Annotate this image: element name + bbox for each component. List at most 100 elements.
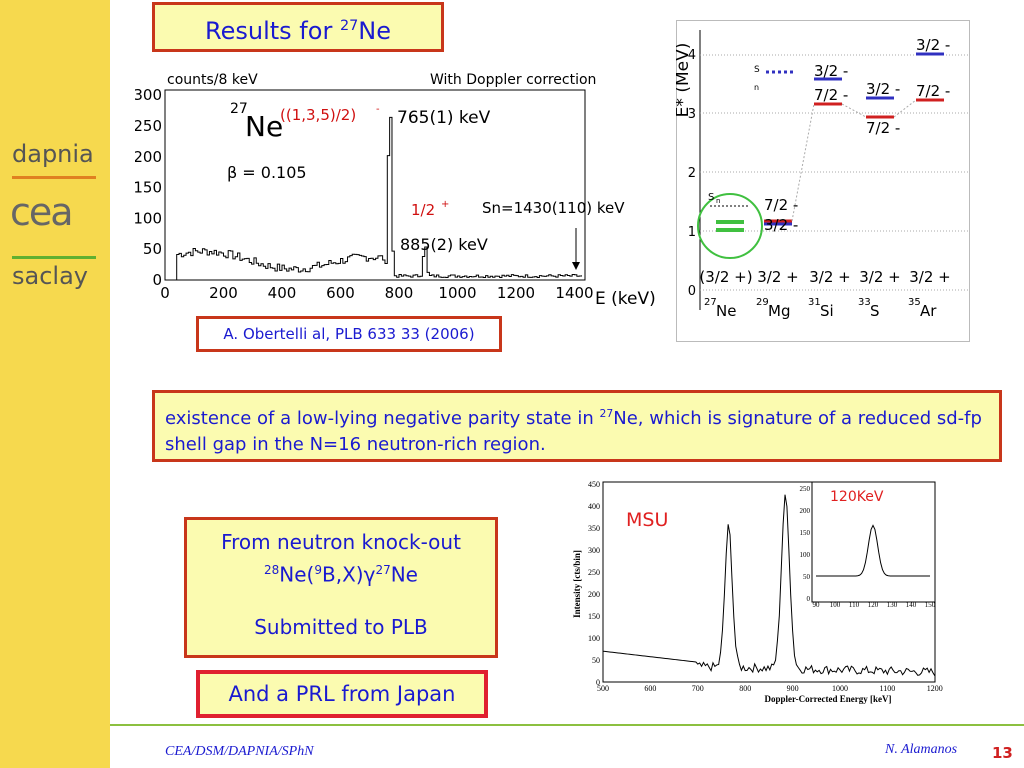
mass: 27 [339, 18, 359, 34]
energy: 765(1) keV [397, 108, 491, 128]
page-number: 13 [992, 744, 1013, 762]
rule [12, 256, 96, 259]
spectrum: counts/8 keV With Doppler correction 27 … [135, 72, 655, 309]
statement: existence of a low-lying negative parity… [152, 390, 1002, 462]
y-tick-label: 250 [588, 568, 600, 577]
sn-sub: n [716, 197, 720, 205]
x-tick-label: 600 [326, 284, 355, 302]
footer-left: CEA/DSM/DAPNIA/SPhN [165, 744, 314, 759]
equals [716, 220, 744, 232]
y-label: E* (MeV) [676, 43, 693, 118]
x-tick-label: 800 [385, 284, 414, 302]
mass: 27 [599, 407, 614, 420]
knockout-box: From neutron knock-out 28Ne(9B,X)γ27Ne S… [184, 517, 498, 658]
mass: 9 [314, 563, 322, 577]
y-tick-label: 300 [135, 86, 162, 104]
line: Submitted to PLB [254, 614, 428, 639]
x-tick-label: 800 [739, 684, 751, 693]
sn-label: S [754, 65, 760, 75]
y-tick-label: 50 [592, 656, 600, 665]
level-label: 7/2 - [764, 196, 798, 214]
text: Ne( [279, 562, 315, 587]
text: Ne, which is signature of a reduced sd-f… [165, 408, 982, 455]
x-tick-label: 0 [160, 284, 170, 302]
ground-state: 3/2 + [859, 268, 900, 286]
y-label: counts/8 keV [167, 72, 258, 88]
y-tick-label: 4 [688, 48, 696, 63]
inset-y-tick-label: 100 [800, 551, 811, 559]
y-tick-label: 450 [588, 480, 600, 489]
level-label: 3/2 - [814, 62, 848, 80]
sidebar: dapnia cea saclay [0, 0, 110, 768]
mass: 28 [264, 563, 280, 577]
msu-spectrum: Intensity [cts/bin] Doppler-Corrected En… [572, 480, 943, 704]
frame [676, 20, 970, 342]
level-label: 7/2 - [814, 86, 848, 104]
parity: - [376, 104, 380, 115]
x-tick-label: 1000 [438, 284, 476, 302]
ground-state: 3/2 + [909, 268, 950, 286]
gamma: γ [363, 562, 376, 587]
separation: Sn=1430(110) keV [482, 199, 625, 217]
y-tick-label: 150 [588, 612, 600, 621]
ground-state: 3/2 + [757, 268, 798, 286]
y-tick-label: 2 [688, 166, 696, 181]
level-label: 3/2 - [764, 216, 798, 234]
beta: β = 0.105 [227, 163, 307, 182]
level-label: 3/2 - [866, 80, 900, 98]
mass: 33 [858, 297, 871, 308]
level-label: 7/2 - [866, 119, 900, 137]
inset-x-tick-label: 110 [849, 601, 860, 609]
element: Si [820, 302, 834, 320]
level-scheme: E* (MeV) S n S n 0 1 2 3 4 (3/2 +) 27 Ne 3/2 + 29… [676, 20, 970, 342]
y-tick-label: 250 [135, 117, 162, 135]
sn-sub: n [754, 83, 759, 92]
msu-label: MSU [626, 509, 668, 531]
x-tick-label: 600 [644, 684, 656, 693]
energy: 885(2) keV [400, 235, 488, 254]
nucleus: Ne [245, 110, 283, 143]
element: Ar [920, 302, 937, 320]
mass: 27 [704, 297, 717, 308]
x-tick-label: 1400 [555, 284, 593, 302]
inset-x-tick-label: 120 [868, 601, 879, 609]
title-text: Results for [205, 17, 340, 45]
reaction: 28Ne(9B,X)γ27Ne [187, 556, 495, 589]
mass: 29 [756, 297, 769, 308]
level-label: 3/2 - [916, 36, 950, 54]
y-tick-label: 0 [596, 678, 600, 687]
y-tick-label: 300 [588, 546, 600, 555]
y-tick-label: 100 [135, 209, 162, 227]
level-label: 7/2 - [916, 82, 950, 100]
inset-label: 120KeV [830, 489, 884, 505]
y-tick-label: 0 [688, 284, 696, 299]
inset-y-tick-label: 150 [800, 529, 811, 537]
mass: 27 [230, 101, 248, 117]
logo-middle: cea [10, 190, 74, 234]
inset-y-tick-label: 200 [800, 507, 811, 515]
x-tick-label: 1200 [497, 284, 535, 302]
y-tick-label: 50 [143, 240, 162, 258]
histogram [165, 116, 583, 281]
x-tick-label: 200 [209, 284, 238, 302]
x-tick-label: 400 [268, 284, 297, 302]
inset-x-tick-label: 90 [813, 601, 821, 609]
y-tick-label: 400 [588, 502, 600, 511]
x-tick-label: 700 [692, 684, 704, 693]
mass: 27 [375, 563, 391, 577]
x-tick-label: 500 [597, 684, 609, 693]
prl: And a PRL from Japan [196, 670, 488, 718]
text: existence of a low-lying negative parity… [165, 408, 600, 429]
x-tick-label: 900 [787, 684, 799, 693]
y-tick-label: 0 [152, 271, 162, 289]
ground-state: (3/2 +) [699, 268, 752, 286]
arrow-head [572, 262, 580, 270]
highlight [697, 193, 763, 259]
y-tick-label: 1 [688, 225, 696, 240]
element: Ne [716, 302, 736, 320]
y-tick-label: 150 [135, 179, 162, 197]
inset-x-tick-label: 130 [887, 601, 898, 609]
frame [164, 89, 586, 281]
y-tick-label: 100 [588, 634, 600, 643]
